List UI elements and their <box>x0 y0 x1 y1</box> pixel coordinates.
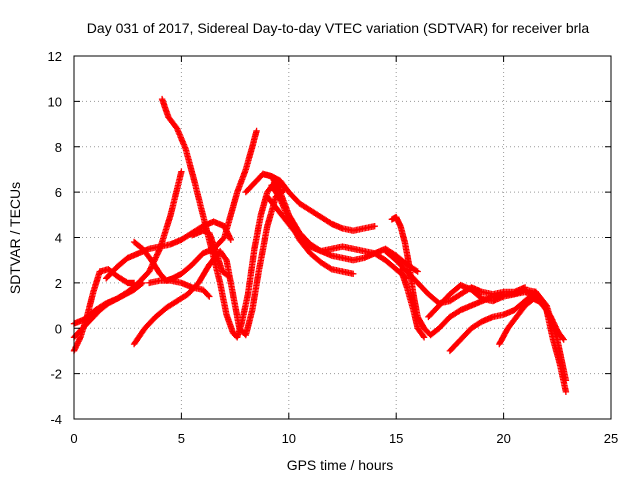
y-tick-label: 10 <box>48 94 62 109</box>
series-markers <box>188 227 232 280</box>
y-tick-label: -2 <box>50 367 62 382</box>
data-marks <box>70 95 570 395</box>
y-axis-label: SDTVAR / TECUs <box>7 182 23 294</box>
series-markers <box>268 182 357 277</box>
y-tick-label: 0 <box>55 321 62 336</box>
series-track-16 <box>397 266 428 341</box>
x-tick-label: 0 <box>70 431 77 446</box>
y-tick-label: 8 <box>55 140 62 155</box>
series-markers <box>496 295 563 348</box>
y-tick-label: 12 <box>48 49 62 64</box>
series-track-8 <box>146 277 213 300</box>
axis-ticks: 0 5 10 15 20 25 -4 -2 0 2 4 6 8 10 12 <box>48 49 619 446</box>
y-tick-label: 6 <box>55 185 62 200</box>
grid <box>74 56 611 419</box>
x-tick-label: 15 <box>389 431 403 446</box>
x-axis-label: GPS time / hours <box>287 457 394 473</box>
y-tick-label: 2 <box>55 276 62 291</box>
series-markers <box>397 266 428 341</box>
series-track-13 <box>268 182 357 277</box>
x-tick-label: 5 <box>178 431 185 446</box>
x-tick-label: 20 <box>496 431 510 446</box>
series-track-9 <box>188 227 232 280</box>
x-tick-label: 10 <box>282 431 296 446</box>
series-track-19 <box>496 295 563 348</box>
x-tick-label: 25 <box>604 431 618 446</box>
y-tick-label: 4 <box>55 231 62 246</box>
series-markers <box>146 277 213 300</box>
y-tick-label: -4 <box>50 412 62 427</box>
chart-title: Day 031 of 2017, Sidereal Day-to-day VTE… <box>87 20 590 36</box>
